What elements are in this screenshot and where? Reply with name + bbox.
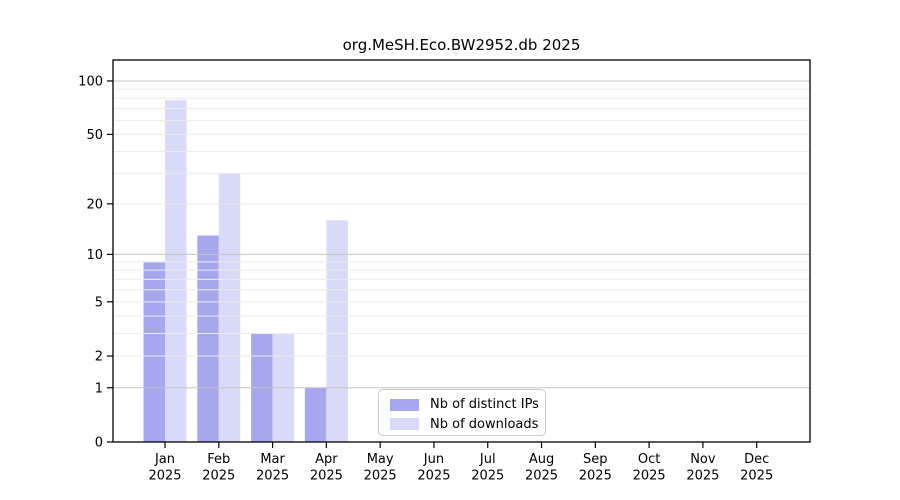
x-tick-label-year: 2025 bbox=[364, 469, 397, 484]
x-tick-label-year: 2025 bbox=[148, 469, 181, 484]
chart-title: org.MeSH.Eco.BW2952.db 2025 bbox=[342, 36, 581, 54]
x-tick-label-year: 2025 bbox=[471, 469, 504, 484]
bar-distinct-ips-apr bbox=[304, 387, 327, 442]
x-tick-label-month: Dec bbox=[744, 452, 769, 467]
x-tick-label-month: Oct bbox=[638, 452, 660, 467]
y-tick-label: 50 bbox=[86, 128, 103, 143]
y-tick-label: 10 bbox=[86, 248, 103, 263]
gridlines bbox=[113, 80, 810, 389]
x-tick-label-year: 2025 bbox=[686, 469, 719, 484]
x-tick-label-month: Jul bbox=[479, 452, 496, 467]
x-tick-label-year: 2025 bbox=[310, 469, 343, 484]
x-tick-label-month: Sep bbox=[583, 452, 608, 467]
axis-ticks bbox=[107, 80, 758, 448]
legend-swatch-downloads bbox=[390, 418, 419, 431]
legend-swatch-distinct-ips bbox=[390, 398, 419, 411]
y-tick-label: 100 bbox=[78, 74, 103, 89]
x-tick-label-month: Mar bbox=[260, 452, 285, 467]
y-tick-label: 2 bbox=[95, 350, 103, 365]
y-tick-label: 5 bbox=[95, 295, 103, 310]
legend-label-distinct-ips: Nb of distinct IPs bbox=[430, 397, 539, 413]
x-axis-tick-labels: Jan 2025 Feb 2025 Mar 2025 Apr 2025 May 2025 Jun 20… bbox=[148, 452, 773, 484]
x-tick-label-month: Aug bbox=[529, 452, 554, 467]
x-tick-label-month: May bbox=[367, 452, 394, 467]
bar-distinct-ips-feb bbox=[197, 235, 219, 442]
x-tick-label-year: 2025 bbox=[417, 469, 450, 484]
legend: Nb of distinct IPs Nb of downloads bbox=[378, 389, 546, 436]
legend-label-downloads: Nb of downloads bbox=[430, 416, 539, 432]
x-tick-label-month: Feb bbox=[207, 452, 230, 467]
y-axis-tick-labels: 0 1 2 5 10 20 50 100 bbox=[78, 74, 103, 450]
x-tick-label-month: Jun bbox=[423, 452, 444, 467]
legend-item-downloads: Nb of downloads bbox=[390, 415, 545, 433]
x-tick-label-year: 2025 bbox=[256, 469, 289, 484]
plot-border bbox=[112, 59, 811, 443]
bar-downloads-feb bbox=[218, 173, 241, 442]
x-tick-label-month: Nov bbox=[690, 452, 716, 467]
x-tick-label-month: Jan bbox=[154, 452, 175, 467]
y-tick-label: 0 bbox=[95, 436, 103, 451]
x-tick-label-year: 2025 bbox=[740, 469, 773, 484]
legend-item-distinct-ips: Nb of distinct IPs bbox=[390, 396, 545, 414]
x-tick-label-year: 2025 bbox=[579, 469, 612, 484]
x-tick-label-year: 2025 bbox=[525, 469, 558, 484]
x-tick-label-month: Apr bbox=[315, 452, 338, 467]
x-tick-label-year: 2025 bbox=[633, 469, 666, 484]
y-tick-label: 20 bbox=[86, 197, 103, 212]
x-tick-label-year: 2025 bbox=[202, 469, 235, 484]
bar-distinct-ips-jan bbox=[143, 261, 165, 442]
y-tick-label: 1 bbox=[95, 381, 103, 396]
bar-downloads-apr bbox=[326, 220, 348, 442]
